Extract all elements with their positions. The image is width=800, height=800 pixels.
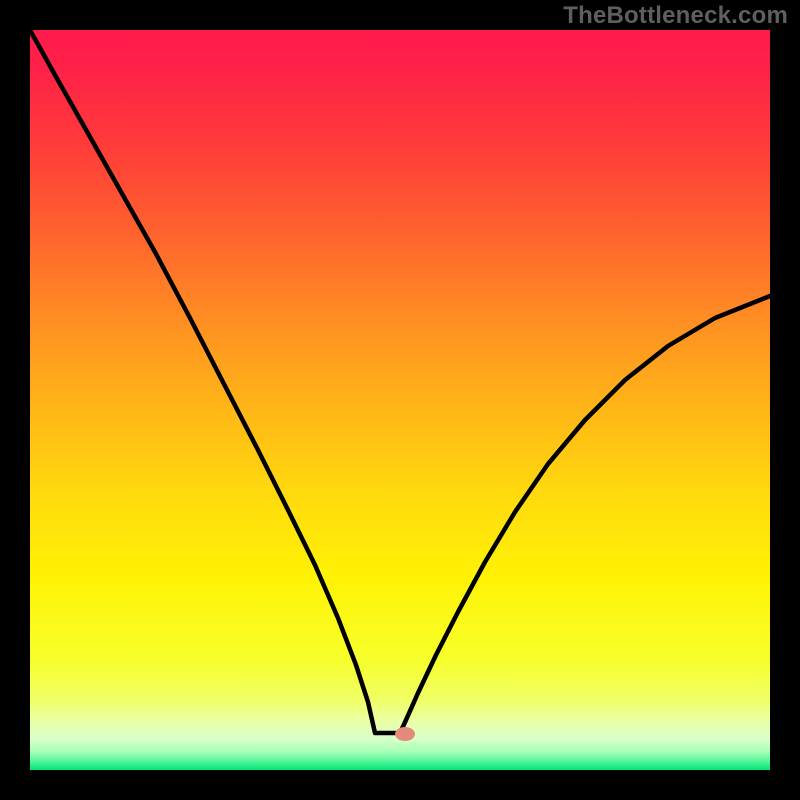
chart-container: TheBottleneck.com	[0, 0, 800, 800]
frame-edge	[0, 0, 800, 30]
optimum-marker	[395, 727, 415, 741]
frame-edge	[770, 0, 800, 800]
plot-background	[30, 30, 770, 770]
frame-edge	[0, 770, 800, 800]
frame-edge	[0, 0, 30, 800]
bottleneck-chart	[0, 0, 800, 800]
